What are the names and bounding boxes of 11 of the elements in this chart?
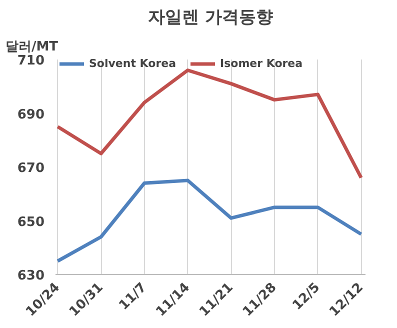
legend-label: Solvent Korea — [89, 58, 176, 70]
y-tick-label: 670 — [17, 161, 45, 176]
chart-title: 자일렌 가격동향 — [148, 8, 273, 28]
y-tick-label: 690 — [17, 107, 45, 122]
line-series — [56, 178, 363, 263]
line-series — [56, 68, 363, 180]
y-tick-label: 710 — [17, 54, 45, 68]
y-axis-title: 달러/MT — [6, 40, 58, 54]
y-tick-label: 650 — [17, 214, 45, 230]
legend-label: Isomer Korea — [220, 58, 303, 70]
y-tick-label: 630 — [17, 268, 45, 284]
